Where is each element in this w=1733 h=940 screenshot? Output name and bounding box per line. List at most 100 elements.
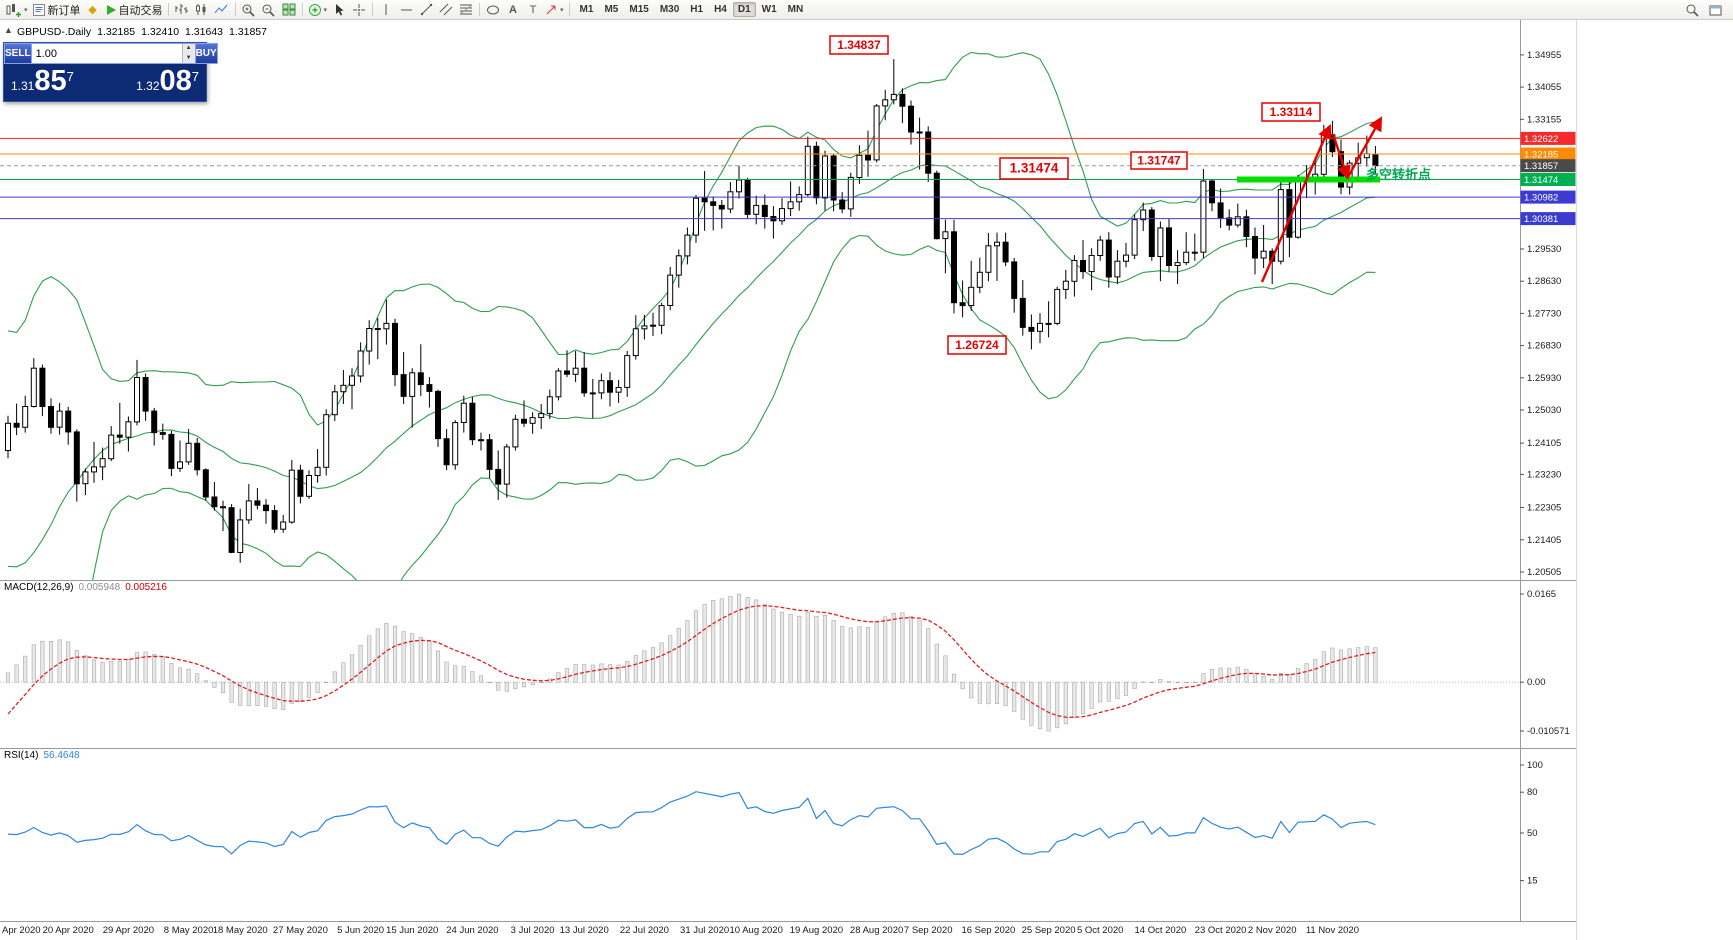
timeframe-mn-button[interactable]: MN: [787, 4, 804, 15]
macd-bar: [229, 681, 234, 703]
macd-bar: [1321, 651, 1326, 683]
candle: [512, 414, 519, 451]
fibonacci-tool-button[interactable]: [456, 1, 476, 19]
auto-trading-button[interactable]: 自动交易: [103, 1, 165, 19]
buy-button[interactable]: BUY: [194, 43, 218, 64]
timeframe-h1-button[interactable]: H1: [690, 4, 704, 15]
timeframe-m15-button[interactable]: M15: [629, 4, 649, 15]
macd-bar: [1003, 681, 1008, 706]
zoom-in-button[interactable]: [239, 1, 259, 19]
new-chart-icon: [6, 3, 21, 17]
profiles-button[interactable]: ◆: [83, 1, 103, 19]
cursor-button[interactable]: [329, 1, 349, 19]
channel-icon: [439, 3, 453, 16]
collapse-trade-panel-icon[interactable]: ▲: [4, 25, 13, 35]
macd-bar: [1132, 681, 1137, 689]
search-button[interactable]: [1682, 1, 1702, 19]
macd-bar: [246, 681, 251, 706]
macd-bar: [143, 651, 148, 683]
bar-chart-mode-button[interactable]: [172, 1, 192, 19]
vertical-line-tool-button[interactable]: [376, 1, 396, 19]
cursor-icon: [336, 3, 344, 15]
text-label-tool-button[interactable]: T: [523, 1, 543, 19]
candle: [228, 504, 235, 554]
price-tick: 1.29530: [1527, 244, 1561, 255]
price-label-box[interactable]: 1.26724: [947, 335, 1007, 355]
macd-bar: [48, 640, 54, 683]
price-label-box[interactable]: 1.31747: [1130, 151, 1188, 170]
candle: [968, 260, 975, 311]
new-order-label: 新订单: [47, 4, 81, 17]
timeframe-m1-button[interactable]: M1: [579, 4, 594, 15]
macd-bar: [788, 614, 793, 683]
new-chart-button[interactable]: ▾: [4, 1, 30, 19]
price-tick: 1.21405: [1527, 535, 1561, 546]
candle: [426, 377, 433, 408]
macd-bar: [943, 655, 948, 683]
candle: [1320, 124, 1327, 179]
crosshair-button[interactable]: [349, 1, 369, 19]
sell-button[interactable]: SELL: [4, 43, 32, 64]
price-label-box[interactable]: 1.33114: [1261, 102, 1321, 122]
candle: [684, 227, 691, 265]
candle: [82, 468, 89, 496]
shapes-tool-button[interactable]: [483, 1, 503, 19]
text-tool-button[interactable]: A: [503, 1, 523, 19]
timeframe-w1-button[interactable]: W1: [761, 4, 777, 15]
zoom-out-button[interactable]: [259, 1, 279, 19]
macd-bar: [530, 681, 535, 686]
trend-arrow[interactable]: [1346, 116, 1383, 178]
macd-bar: [702, 603, 707, 683]
price-label-box[interactable]: 1.31474: [999, 157, 1069, 180]
volume-steppers: ▲ ▼: [181, 44, 195, 63]
timeframe-d1-button[interactable]: D1: [732, 2, 756, 17]
price-axis[interactable]: 1.34955 1.34055 1.33155 1.29530 1.28630 1.277…: [1520, 50, 1561, 578]
macd-bar: [969, 681, 974, 699]
horizontal-line-tool-button[interactable]: [396, 1, 416, 19]
trend-arrow[interactable]: [1260, 124, 1332, 283]
candlestick-mode-button[interactable]: [192, 1, 212, 19]
macd-bar: [1201, 673, 1206, 683]
volume-input[interactable]: [31, 44, 182, 63]
chart-area[interactable]: 1.34837 1.33114 1.31747 1.31474 1.26724 多空转折点…: [0, 20, 1576, 940]
date-tick: 20 Apr 2020: [43, 925, 94, 936]
open-value: 1.32185: [97, 26, 136, 38]
indicators-button[interactable]: ▾: [306, 1, 330, 19]
macd-bar: [1175, 681, 1180, 684]
arrows-tool-button[interactable]: ▾: [543, 1, 566, 19]
ask-price[interactable]: 1.32 08 7: [136, 67, 199, 96]
trend-arrow[interactable]: [1331, 133, 1351, 181]
timeframe-h4-button[interactable]: H4: [714, 4, 727, 15]
rsi-pane: 100 80 50 15: [7, 760, 1543, 887]
note-text[interactable]: 多空转折点: [1366, 167, 1431, 182]
time-axis[interactable]: Apr 2020 20 Apr 2020 29 Apr 2020 8 May 2020…: [2, 925, 1359, 936]
new-window-button[interactable]: [1705, 1, 1725, 19]
macd-bar: [986, 681, 991, 705]
timeframe-m5-button[interactable]: M5: [604, 4, 619, 15]
tile-windows-button[interactable]: [279, 1, 299, 19]
candle: [159, 423, 166, 440]
candle: [306, 470, 312, 499]
toolbar-right-group: [1682, 1, 1729, 19]
candle: [650, 312, 656, 336]
macd-bar: [160, 656, 165, 683]
macd-bar: [410, 633, 415, 683]
price-tag: 1.31857: [1520, 159, 1576, 173]
macd-bar: [616, 664, 621, 683]
price-label-box[interactable]: 1.34837: [829, 35, 889, 55]
channel-tool-button[interactable]: [436, 1, 456, 19]
macd-bar: [444, 661, 449, 683]
bid-price[interactable]: 1.31 85 7: [11, 67, 74, 96]
volume-up-button[interactable]: ▲: [185, 45, 192, 51]
line-chart-mode-button[interactable]: [212, 1, 232, 19]
candle: [1054, 286, 1061, 326]
new-order-button[interactable]: 新订单: [30, 1, 83, 19]
macd-bar: [1218, 667, 1223, 683]
timeframe-m30-button[interactable]: M30: [659, 4, 680, 15]
candle: [736, 165, 742, 199]
auto-trading-icon: [106, 4, 116, 15]
timeframe-toolbar: M1 M5 M15 M30 H1 H4 D1 W1 MN: [575, 2, 809, 17]
trendline-tool-button[interactable]: [416, 1, 436, 19]
volume-down-button[interactable]: ▼: [185, 54, 192, 61]
candle: [1080, 240, 1086, 279]
